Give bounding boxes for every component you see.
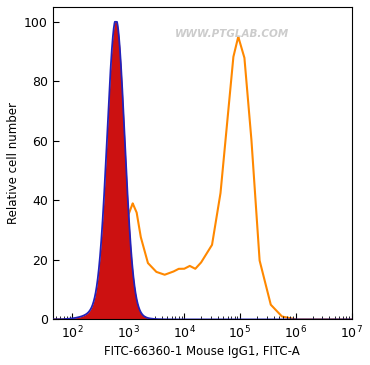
Text: WWW.PTGLAB.COM: WWW.PTGLAB.COM: [175, 29, 289, 39]
X-axis label: FITC-66360-1 Mouse IgG1, FITC-A: FITC-66360-1 Mouse IgG1, FITC-A: [104, 345, 300, 358]
Y-axis label: Relative cell number: Relative cell number: [7, 102, 20, 224]
